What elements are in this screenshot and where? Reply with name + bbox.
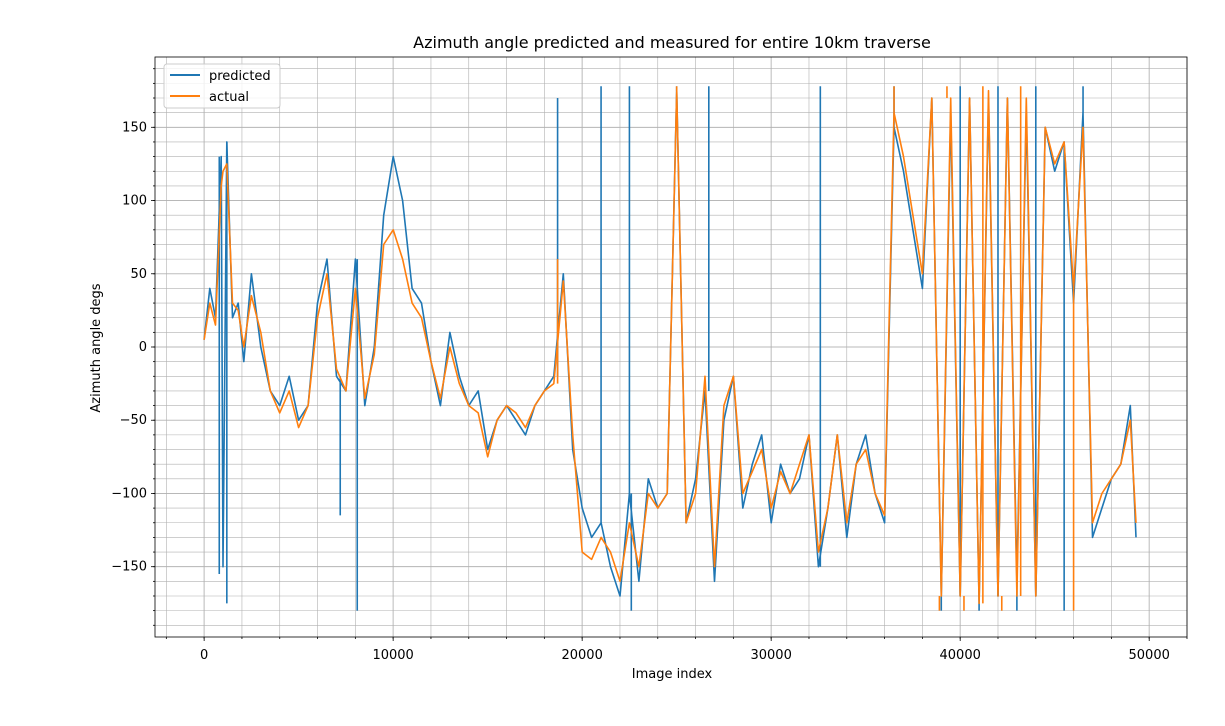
x-axis-label: Image index xyxy=(632,667,713,682)
y-axis-label: Azimuth angle degs xyxy=(89,283,104,412)
y-tick-label: 50 xyxy=(130,267,147,282)
legend-label-predicted: predicted xyxy=(209,69,271,84)
x-tick-label: 20000 xyxy=(561,648,602,663)
y-tick-label: −150 xyxy=(111,560,147,575)
y-tick-label: 150 xyxy=(122,120,147,135)
x-tick-label: 40000 xyxy=(940,648,981,663)
plot-area xyxy=(203,86,1137,611)
y-tick-label: −100 xyxy=(111,486,147,501)
series-line-actual xyxy=(203,89,1137,605)
series-layer xyxy=(203,86,1137,611)
y-axis-ticks: −150 −100 −50 0 50 100 150 xyxy=(111,68,155,626)
chart-title: Azimuth angle predicted and measured for… xyxy=(413,33,931,52)
legend-label-actual: actual xyxy=(209,90,249,105)
x-tick-label: 50000 xyxy=(1129,648,1170,663)
x-tick-label: 10000 xyxy=(372,648,413,663)
y-tick-label: 100 xyxy=(122,194,147,209)
y-tick-label: 0 xyxy=(139,340,147,355)
y-tick-label: −50 xyxy=(120,413,147,428)
legend: predicted actual xyxy=(163,63,281,109)
x-tick-label: 30000 xyxy=(750,648,791,663)
x-tick-label: 0 xyxy=(200,648,208,663)
x-axis-ticks: 0 10000 20000 30000 40000 50000 xyxy=(165,637,1188,663)
